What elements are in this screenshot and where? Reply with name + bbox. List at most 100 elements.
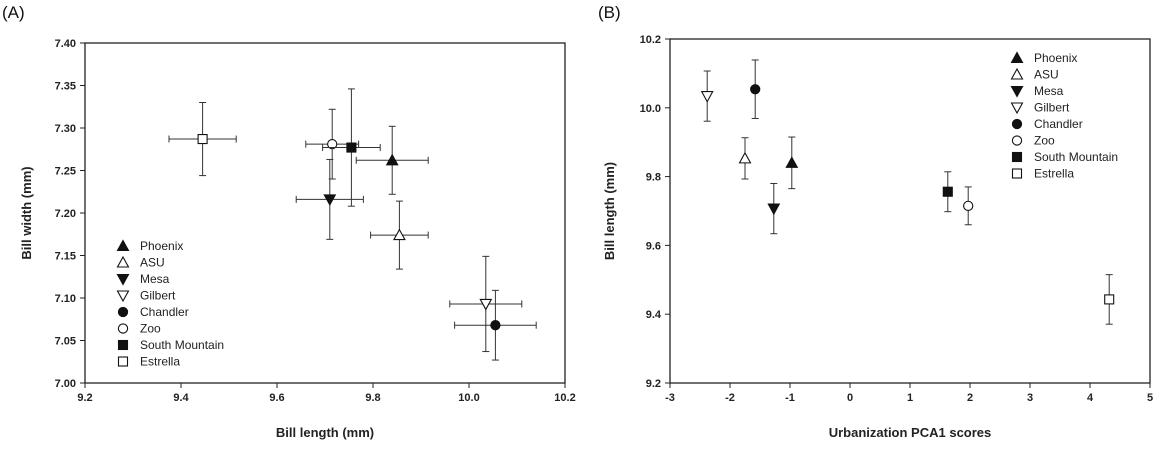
panel-b-y-ticks: 9.2 9.4 9.6 9.8 10.0 10.2	[640, 34, 670, 390]
panel-a-marker-zoo	[327, 138, 338, 150]
panel-b-marker-estrella	[1104, 294, 1115, 305]
panel-a-point-chandler	[454, 289, 537, 361]
panel-b-legend-item-gilbert: Gilbert	[1010, 101, 1070, 115]
panel-b-legend-item-south-mountain: South Mountain	[1011, 150, 1118, 164]
panel-b-point-gilbert	[700, 70, 714, 122]
panel-a-legend-marker-south-mountain	[117, 339, 129, 351]
panel-b-legend-marker-south-mountain	[1011, 151, 1023, 163]
panel-a-legend-marker-asu	[116, 255, 130, 268]
panel-a-legend-item-phoenix: Phoenix	[116, 239, 183, 253]
panel-b-x-tick-label: -1	[785, 392, 795, 404]
panel-b-legend-label: ASU	[1034, 68, 1059, 82]
panel-b-marks	[700, 59, 1115, 325]
panel-a-marks	[168, 88, 537, 361]
panel-a-point-gilbert	[449, 255, 523, 353]
panel-a-legend-label: Gilbert	[140, 289, 176, 303]
panel-b-point-phoenix	[785, 136, 799, 190]
panel-a-y-tick-label: 7.30	[55, 123, 76, 135]
panel-a-legend-label: Estrella	[140, 355, 180, 369]
panel-b-marker-chandler	[750, 84, 761, 95]
panel-b-point-zoo	[963, 186, 974, 226]
panel-a-marker-gilbert	[479, 298, 493, 311]
panel-a-y-tick-label: 7.15	[55, 251, 76, 263]
panel-a-legend-item-zoo: Zoo	[117, 322, 161, 336]
panel-b-legend: Phoenix ASU Mesa Gilbert Chandler Zoo South Mo…	[1010, 51, 1118, 181]
panel-b-legend-label: Zoo	[1034, 134, 1055, 148]
panel-a-legend-item-mesa: Mesa	[116, 272, 170, 286]
panel-a-bill-width-vs-length: (A) 9.2 9.4 9.6 9.8 10.0 10.2 7.00 7.05 7.10 7.1…	[2, 3, 576, 440]
panel-a-y-tick-label: 7.00	[55, 378, 76, 390]
panel-b-x-tick-label: -3	[665, 392, 675, 404]
panel-a-y-tick-label: 7.10	[55, 293, 76, 305]
panel-b-point-mesa	[767, 182, 781, 235]
panel-b-plot-frame	[669, 38, 1151, 384]
panel-b-marker-mesa	[767, 203, 781, 216]
panel-a-legend: Phoenix ASU Mesa Gilbert Chandler Zoo South Mo…	[116, 239, 224, 369]
panel-b-point-chandler	[750, 59, 761, 119]
panel-b-legend-label: Chandler	[1034, 117, 1083, 131]
panel-a-marker-phoenix	[385, 153, 399, 166]
panel-a-x-ticks: 9.2 9.4 9.6 9.8 10.0 10.2	[77, 383, 576, 404]
panel-b-label: (B)	[598, 3, 621, 22]
panel-b-y-tick-label: 9.6	[646, 240, 661, 252]
panel-a-legend-item-chandler: Chandler	[117, 305, 189, 319]
panel-b-point-asu	[738, 137, 752, 180]
panel-b-legend-item-mesa: Mesa	[1010, 84, 1064, 98]
panel-b-x-tick-label: 2	[967, 392, 973, 404]
panel-a-y-tick-label: 7.25	[55, 166, 76, 178]
panel-a-y-tick-label: 7.35	[55, 81, 76, 93]
panel-a-y-tick-label: 7.20	[55, 208, 76, 220]
panel-b-x-ticks: -3 -2 -1 0 1 2 3 4 5	[665, 383, 1153, 404]
panel-a-marker-chandler	[490, 320, 501, 331]
panel-b-x-axis-title: Urbanization PCA1 scores	[829, 425, 992, 440]
panel-b-marker-south-mountain	[942, 186, 953, 197]
panel-a-x-tick-label: 10.2	[554, 392, 575, 404]
panel-b-legend-marker-chandler	[1011, 118, 1023, 130]
panel-b-legend-marker-asu	[1010, 67, 1024, 80]
panel-a-legend-label: Chandler	[140, 305, 189, 319]
panel-b-point-south-mountain	[942, 171, 953, 213]
panel-b-legend-marker-estrella	[1011, 168, 1023, 179]
panel-a-legend-item-estrella: Estrella	[117, 355, 180, 369]
panel-a-legend-label: Mesa	[140, 272, 170, 286]
panel-b-marker-gilbert	[700, 91, 714, 103]
panel-b-legend-item-phoenix: Phoenix	[1010, 51, 1077, 65]
panel-b-marker-asu	[738, 151, 752, 164]
panel-a-marker-south-mountain	[346, 142, 357, 153]
panel-b-x-tick-label: 4	[1087, 392, 1094, 404]
panel-b-legend-item-estrella: Estrella	[1011, 167, 1074, 181]
panel-b-x-tick-label: 1	[907, 392, 913, 404]
panel-b-legend-marker-mesa	[1010, 85, 1024, 98]
panel-a-legend-marker-estrella	[117, 356, 129, 367]
panel-a-point-zoo	[305, 108, 360, 180]
panel-a-y-ticks: 7.00 7.05 7.10 7.15 7.20 7.25 7.30 7.35 7.40	[55, 38, 85, 390]
panel-b-legend-item-zoo: Zoo	[1011, 134, 1055, 148]
panel-a-point-phoenix	[355, 125, 429, 195]
panel-a-point-south-mountain	[322, 88, 381, 207]
panel-b-y-tick-label: 9.4	[646, 309, 662, 321]
panel-b-y-axis-title: Bill length (mm)	[602, 162, 617, 260]
panel-b-legend-label: Estrella	[1034, 167, 1074, 181]
panel-a-marker-mesa	[323, 194, 337, 207]
panel-b-y-tick-label: 10.2	[640, 34, 661, 46]
panel-b-legend-marker-gilbert	[1010, 102, 1024, 115]
panel-a-legend-item-gilbert: Gilbert	[116, 289, 176, 303]
panel-b-bill-length-vs-urbanization: (B) -3 -2 -1 0 1 2 3 4 5 9.2 9.4 9.6 9.8 10.0 10.2 Ph…	[598, 3, 1153, 440]
panel-a-legend-label: Zoo	[140, 322, 161, 336]
panel-a-legend-label: South Mountain	[140, 338, 224, 352]
panel-a-legend-label: ASU	[140, 256, 165, 270]
panel-a-x-tick-label: 9.4	[173, 392, 189, 404]
panel-b-y-tick-label: 10.0	[640, 103, 661, 115]
panel-a-marker-asu	[392, 228, 406, 241]
panel-b-legend-item-asu: ASU	[1010, 67, 1059, 82]
panel-b-legend-label: Gilbert	[1034, 101, 1070, 115]
panel-a-y-tick-label: 7.40	[55, 38, 76, 50]
panel-a-x-tick-label: 9.6	[269, 392, 284, 404]
panel-a-x-tick-label: 10.0	[458, 392, 479, 404]
panel-a-legend-marker-gilbert	[116, 290, 130, 303]
panel-a-x-axis-title: Bill length (mm)	[276, 425, 374, 440]
panel-a-x-tick-label: 9.2	[77, 392, 92, 404]
panel-b-point-estrella	[1104, 274, 1115, 325]
panel-b-x-tick-label: 3	[1027, 392, 1033, 404]
